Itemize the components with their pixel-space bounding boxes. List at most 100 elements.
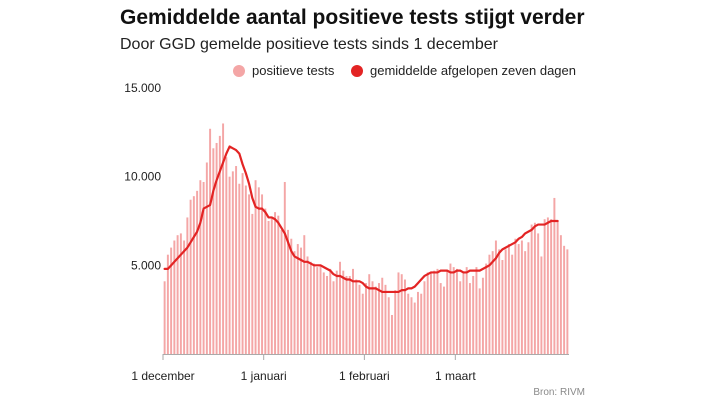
bar [404, 279, 406, 354]
legend-item-bars: positieve tests [233, 63, 334, 78]
bar [524, 251, 527, 354]
bar [365, 283, 367, 354]
x-tick-label: 1 februari [339, 369, 390, 383]
bar [410, 297, 413, 354]
bar [163, 281, 166, 354]
bar [296, 244, 299, 354]
bar [277, 215, 280, 354]
bar [179, 233, 182, 354]
bar [329, 268, 332, 354]
bar [368, 274, 371, 354]
bar [231, 171, 234, 354]
bar [316, 267, 319, 354]
bar [352, 268, 354, 354]
bar [420, 293, 423, 354]
x-tick-label: 1 januari [241, 369, 287, 383]
bar [209, 128, 212, 354]
bar [254, 180, 257, 354]
bar [478, 288, 481, 354]
bar [394, 290, 397, 354]
bar [215, 142, 218, 354]
bar [306, 256, 309, 354]
bar [472, 275, 475, 354]
bar [465, 267, 468, 354]
bar [494, 240, 497, 354]
bar [300, 247, 303, 354]
bar [566, 249, 569, 354]
chart-subtitle: Door GGD gemelde positieve tests sinds 1… [120, 36, 498, 53]
bar [251, 213, 254, 354]
bar [166, 254, 169, 354]
bar [264, 208, 267, 354]
bar [442, 286, 445, 354]
bar [491, 251, 494, 354]
bar [397, 272, 400, 354]
bar [413, 302, 416, 354]
bar [537, 233, 540, 354]
legend-line-swatch [351, 64, 363, 77]
chart-title: Gemiddelde aantal positieve tests stijgt… [120, 6, 585, 29]
bar [218, 135, 221, 354]
bar [189, 199, 192, 354]
source-note: Bron: RIVM [533, 387, 585, 398]
bar [270, 217, 273, 354]
legend-item-line: gemiddelde afgelopen zeven dagen [351, 63, 576, 78]
bar [183, 240, 186, 354]
bar [455, 268, 458, 354]
x-tick-label: 1 december [131, 369, 194, 383]
bar [446, 270, 449, 354]
bar [274, 212, 277, 354]
bar [423, 281, 426, 354]
bar [374, 286, 377, 354]
bar [261, 194, 264, 354]
bar [481, 277, 484, 354]
bar [241, 173, 244, 354]
bar [462, 272, 465, 354]
bar [556, 221, 559, 354]
bar [267, 221, 270, 354]
x-tick-label: 1 maart [435, 369, 476, 383]
bar [387, 297, 390, 354]
bar [322, 272, 325, 354]
bar [326, 275, 328, 354]
bar [293, 251, 296, 354]
bar [550, 219, 553, 354]
bar [488, 254, 491, 354]
bar [546, 217, 549, 354]
bar [202, 181, 205, 354]
bar [429, 272, 432, 354]
bar [371, 281, 374, 354]
bar [426, 272, 429, 354]
y-tick-label: 15.000 [124, 81, 161, 95]
bar [192, 196, 195, 354]
bar [543, 219, 546, 354]
bar [381, 277, 384, 354]
bar [514, 238, 517, 354]
bar [563, 245, 566, 354]
y-tick-label: 10.000 [124, 170, 161, 184]
bar [222, 123, 225, 354]
bar [452, 267, 455, 354]
bar [485, 263, 488, 354]
bar [507, 244, 510, 354]
bar [212, 148, 215, 354]
bar [475, 267, 478, 354]
bar [257, 187, 260, 354]
bar [468, 283, 471, 354]
bar [313, 263, 316, 354]
y-tick-label: 5.000 [131, 258, 161, 272]
bar [527, 242, 530, 354]
bar [433, 270, 436, 354]
legend-line-label: gemiddelde afgelopen zeven dagen [370, 63, 577, 78]
bar [439, 283, 442, 354]
bar [339, 261, 341, 354]
bar [303, 235, 306, 354]
bar [196, 190, 199, 354]
bar [280, 229, 283, 354]
bar [176, 235, 179, 354]
bar [287, 229, 290, 354]
bar [378, 283, 380, 354]
bar [290, 238, 293, 354]
bar [498, 249, 501, 354]
